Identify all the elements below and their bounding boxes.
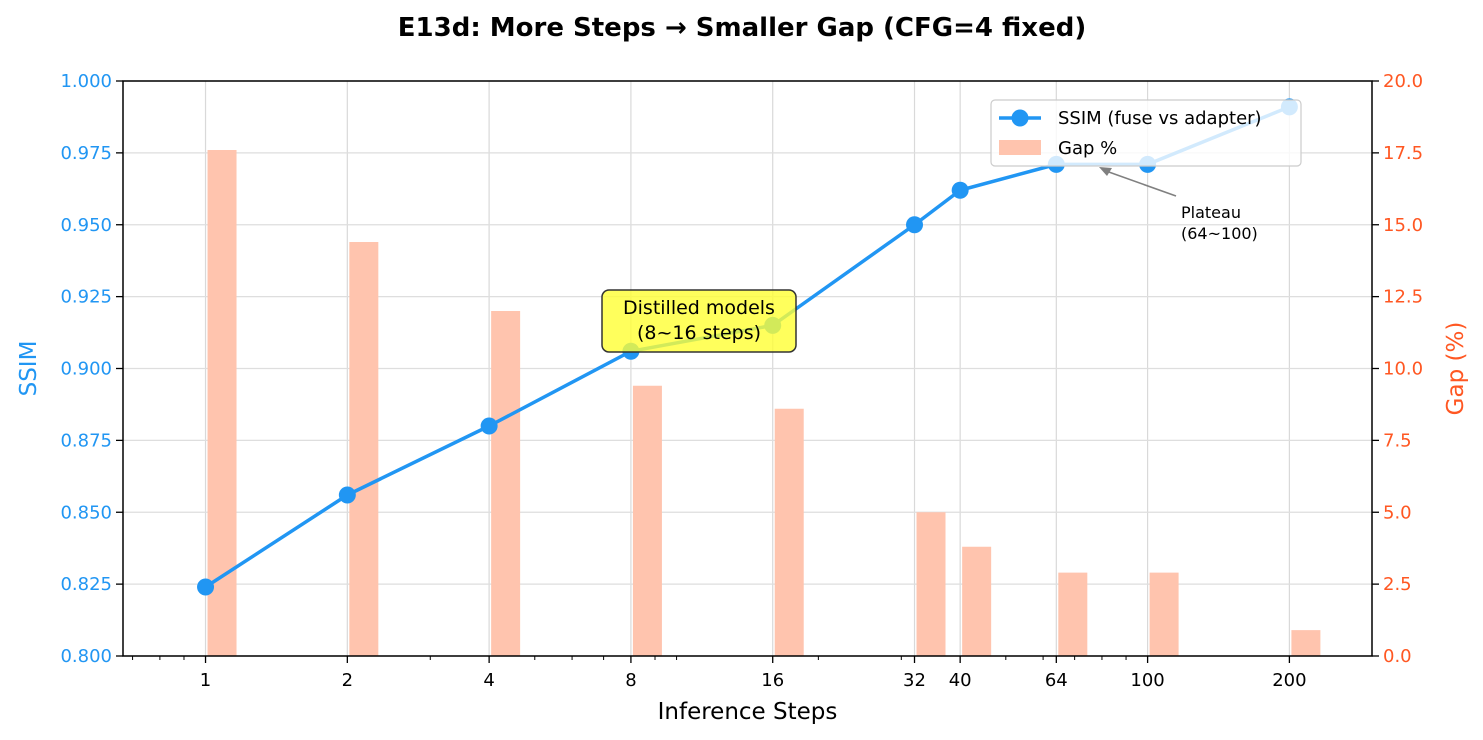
legend-frame: [990, 99, 1302, 167]
bar: [632, 385, 662, 656]
y-axis-label-right: Gap (%): [1443, 322, 1469, 416]
annotation-arrow: [1105, 170, 1177, 197]
data-point: [480, 417, 498, 435]
tick-label-right: 7.5: [1383, 430, 1412, 451]
annotation-text: (64~100): [1181, 224, 1258, 243]
legend-bar-swatch: [999, 140, 1041, 155]
tick-label-right: 2.5: [1383, 574, 1412, 595]
data-point: [951, 181, 969, 199]
tick-label-left: 1.000: [60, 71, 112, 92]
tick-label-right: 10.0: [1383, 359, 1423, 380]
legend-marker: [1011, 109, 1029, 127]
x-axis-label: Inference Steps: [658, 699, 838, 725]
tick-label-x: 200: [1272, 670, 1306, 691]
annotation-arrowhead: [1099, 167, 1112, 176]
tick-label-right: 17.5: [1383, 143, 1423, 164]
bar: [1058, 572, 1088, 656]
chart-title: E13d: More Steps → Smaller Gap (CFG=4 fi…: [398, 13, 1086, 43]
bar: [774, 408, 804, 656]
annotation-plateau: Plateau (64~100): [1099, 167, 1258, 243]
bar-series: [207, 150, 1321, 656]
bar: [349, 242, 379, 656]
bar: [207, 150, 237, 656]
tick-label-x: 16: [761, 670, 784, 691]
tick-label-left: 0.975: [60, 143, 112, 164]
y-axis-label-left: SSIM: [16, 341, 42, 397]
tick-label-left: 0.850: [60, 502, 112, 523]
bar: [1149, 572, 1179, 656]
tick-label-x: 64: [1045, 670, 1068, 691]
tick-label-left: 0.875: [60, 430, 112, 451]
grid: [123, 80, 1372, 657]
tick-label-left: 0.800: [60, 646, 112, 667]
tick-label-right: 15.0: [1383, 215, 1423, 236]
data-point: [197, 578, 215, 596]
tick-label-left: 0.950: [60, 215, 112, 236]
bar: [916, 512, 946, 656]
tick-label-x: 1: [200, 670, 211, 691]
annotation-text: Distilled models: [623, 297, 775, 319]
tick-label-right: 12.5: [1383, 287, 1423, 308]
legend-label: SSIM (fuse vs adapter): [1058, 108, 1262, 129]
bar: [491, 311, 521, 656]
bar: [1291, 630, 1321, 656]
tick-label-x: 40: [949, 670, 972, 691]
tick-label-right: 20.0: [1383, 71, 1423, 92]
tick-label-left: 0.825: [60, 574, 112, 595]
tick-label-left: 0.900: [60, 359, 112, 380]
legend: SSIM (fuse vs adapter) Gap %: [990, 99, 1302, 167]
tick-label-x: 2: [342, 670, 353, 691]
tick-label-x: 32: [903, 670, 926, 691]
annotation-distilled: Distilled models (8~16 steps): [601, 289, 797, 353]
tick-label-x: 4: [483, 670, 494, 691]
data-point: [338, 486, 356, 504]
annotation-text: Plateau: [1181, 203, 1241, 222]
plot-area: 0.800 0.825 0.850 0.875 0.900 0.925 0.950 0.975…: [16, 71, 1469, 725]
annotation-text: (8~16 steps): [637, 322, 761, 344]
annotation-box: [601, 289, 797, 353]
legend-label: Gap %: [1058, 138, 1117, 159]
bar: [962, 546, 992, 656]
tick-label-right: 0.0: [1383, 646, 1412, 667]
tick-label-x: 100: [1130, 670, 1164, 691]
tick-label-right: 5.0: [1383, 502, 1412, 523]
tick-label-left: 0.925: [60, 287, 112, 308]
data-point: [906, 216, 924, 234]
tick-label-x: 8: [625, 670, 636, 691]
